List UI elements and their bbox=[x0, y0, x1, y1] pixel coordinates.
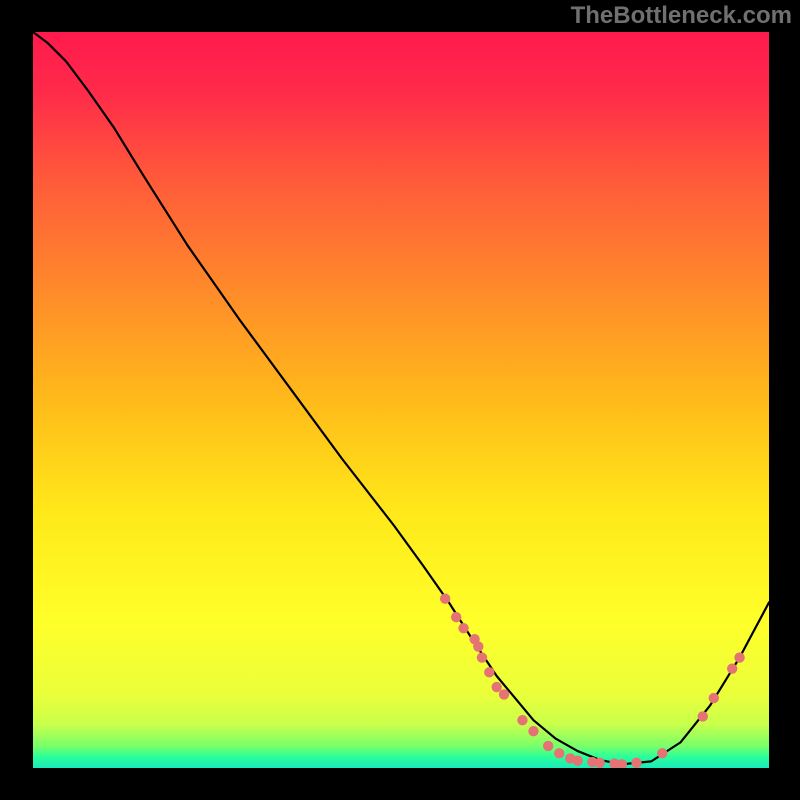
data-point bbox=[709, 693, 719, 703]
data-point bbox=[440, 594, 450, 604]
data-point bbox=[528, 726, 538, 736]
data-point bbox=[657, 748, 667, 758]
chart-container: TheBottleneck.com bbox=[0, 0, 800, 800]
curve-layer bbox=[33, 32, 769, 768]
data-point bbox=[595, 758, 605, 768]
data-point bbox=[572, 755, 582, 765]
data-point bbox=[484, 667, 494, 677]
data-point bbox=[517, 715, 527, 725]
data-point bbox=[499, 689, 509, 699]
data-point bbox=[477, 652, 487, 662]
data-point bbox=[554, 748, 564, 758]
watermark-text: TheBottleneck.com bbox=[571, 2, 792, 30]
plot-area bbox=[33, 32, 769, 768]
data-point bbox=[543, 741, 553, 751]
data-point bbox=[727, 663, 737, 673]
data-point bbox=[458, 623, 468, 633]
data-point bbox=[631, 758, 641, 768]
plot-frame bbox=[31, 30, 771, 770]
marker-group bbox=[440, 594, 745, 768]
bottleneck-curve bbox=[33, 32, 769, 764]
data-point bbox=[451, 612, 461, 622]
data-point bbox=[491, 682, 501, 692]
data-point bbox=[473, 641, 483, 651]
data-point bbox=[698, 711, 708, 721]
data-point bbox=[734, 652, 744, 662]
